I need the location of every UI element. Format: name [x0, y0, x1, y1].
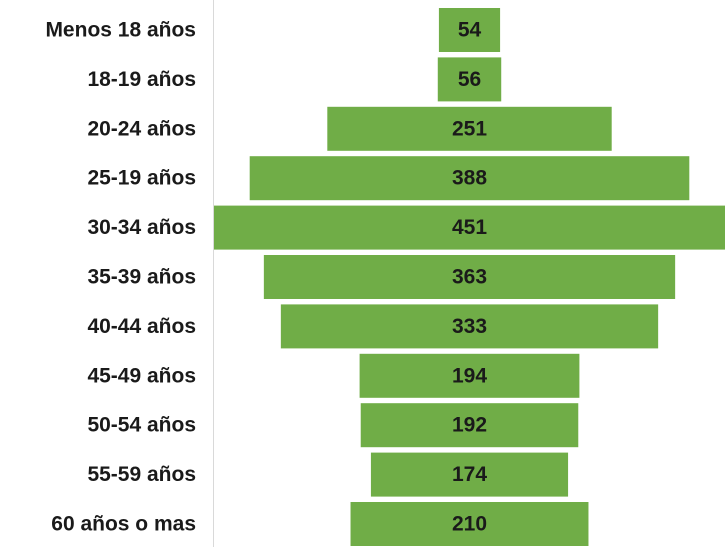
value-label: 251	[452, 117, 487, 140]
value-label: 333	[452, 315, 487, 338]
value-label: 174	[452, 463, 487, 486]
bar	[249, 156, 690, 201]
value-label: 451	[452, 216, 487, 239]
value-label: 363	[452, 266, 487, 289]
category-label: 30-34 años	[87, 216, 196, 239]
category-label: 20-24 años	[87, 117, 196, 140]
bar	[438, 8, 501, 52]
value-label: 388	[452, 167, 487, 190]
bar	[214, 205, 725, 250]
category-label: 40-44 años	[87, 315, 196, 338]
bar	[437, 57, 502, 102]
category-label: Menos 18 años	[45, 19, 196, 42]
bar	[370, 452, 569, 497]
category-label: 60 años o mas	[51, 513, 196, 536]
category-label: 45-49 años	[87, 364, 196, 387]
bar	[359, 353, 580, 398]
bar	[327, 106, 612, 151]
value-label: 56	[458, 68, 481, 91]
category-label: 35-39 años	[87, 266, 196, 289]
bar	[350, 502, 589, 546]
value-label: 194	[452, 364, 487, 387]
category-label: 18-19 años	[87, 68, 196, 91]
category-label: 25-19 años	[87, 167, 196, 190]
value-label: 192	[452, 414, 487, 437]
value-label: 210	[452, 513, 487, 536]
bar	[263, 255, 676, 299]
category-label: 50-54 años	[87, 414, 196, 437]
bar	[360, 403, 579, 448]
value-label: 54	[458, 19, 482, 42]
category-label: 55-59 años	[87, 463, 196, 486]
bar	[280, 304, 659, 349]
